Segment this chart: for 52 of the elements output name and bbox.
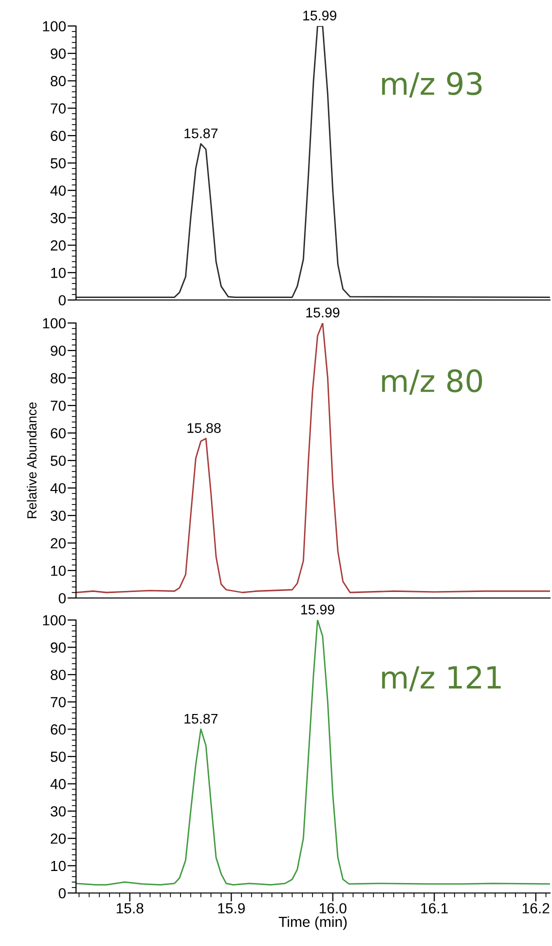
annotation: m/z 93 <box>382 72 482 98</box>
y-tick-label: 0 <box>58 888 66 898</box>
y-tick-label: 90 <box>50 642 66 653</box>
annotation: 15.99 <box>301 604 334 614</box>
y-tick-label: 10 <box>51 268 66 278</box>
y-tick-label: 60 <box>50 130 66 142</box>
y-tick-label: 40 <box>50 778 66 790</box>
y-tick-label: 20 <box>50 834 66 844</box>
x-tick-label: 16.0 <box>320 903 346 914</box>
x-axis-title: Time (min) <box>278 916 347 930</box>
annotation: 15.88 <box>188 423 221 433</box>
x-tick-label: 16.2 <box>522 903 550 914</box>
y-tick-label: 50 <box>50 456 66 466</box>
x-tick-label: 15.9 <box>218 903 245 914</box>
y-tick-label: 30 <box>50 510 66 521</box>
annotation: 15.87 <box>184 714 218 724</box>
y-tick-label: 0 <box>58 593 66 604</box>
y-axis-title: Relative Abundance <box>26 402 37 518</box>
annotation: 15.99 <box>306 308 340 318</box>
y-tick-label: 70 <box>50 400 66 411</box>
y-tick-label: 50 <box>50 158 66 168</box>
y-tick-label: 30 <box>50 212 66 224</box>
y-tick-label: 70 <box>50 103 66 114</box>
annotation: m/z 121 <box>382 666 501 692</box>
y-tick-label: 60 <box>50 724 66 735</box>
y-tick-label: 10 <box>51 566 66 576</box>
y-tick-label: 80 <box>50 373 66 384</box>
y-tick-label: 0 <box>58 295 66 306</box>
y-tick-label: 40 <box>50 186 66 196</box>
annotation: 15.99 <box>303 10 336 20</box>
annotation: 15.87 <box>184 128 218 138</box>
annotation: m/z 80 <box>382 369 482 395</box>
y-tick-label: 100 <box>43 615 66 626</box>
y-tick-label: 100 <box>43 21 66 32</box>
x-tick-label: 16.1 <box>421 903 448 914</box>
y-tick-label: 80 <box>50 670 66 680</box>
line-series <box>76 620 550 886</box>
y-tick-label: 70 <box>50 697 66 708</box>
y-tick-label: 100 <box>43 318 66 328</box>
y-tick-label: 80 <box>50 76 66 86</box>
y-tick-label: 60 <box>50 428 66 438</box>
line-series <box>76 323 550 594</box>
y-tick-label: 20 <box>50 240 66 251</box>
y-tick-label: 90 <box>50 346 66 356</box>
line-series <box>76 26 550 298</box>
y-tick-label: 10 <box>51 860 66 872</box>
y-tick-label: 50 <box>50 752 66 762</box>
y-tick-label: 30 <box>50 806 66 817</box>
y-tick-label: 40 <box>50 483 66 494</box>
y-tick-label: 90 <box>50 48 66 59</box>
y-tick-label: 20 <box>50 538 66 548</box>
x-tick-label: 15.8 <box>116 903 144 914</box>
